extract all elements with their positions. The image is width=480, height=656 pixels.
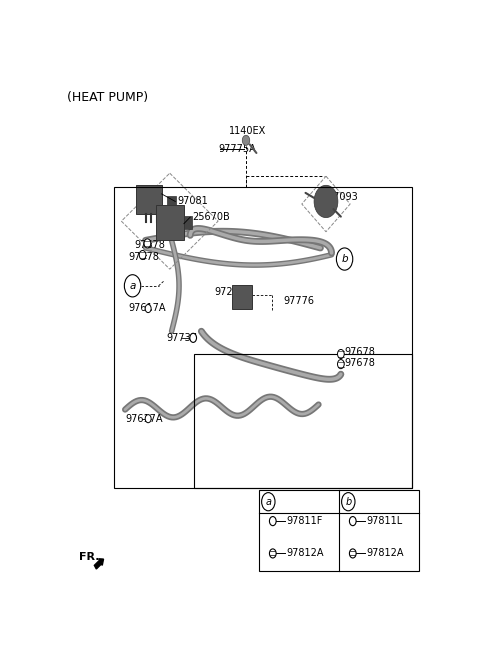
Bar <box>184 216 192 229</box>
Circle shape <box>145 304 151 313</box>
Text: 97678: 97678 <box>134 240 165 250</box>
Circle shape <box>269 516 276 525</box>
Text: 97812A: 97812A <box>366 548 404 558</box>
Circle shape <box>349 516 356 525</box>
Circle shape <box>269 549 276 558</box>
FancyArrow shape <box>95 559 104 569</box>
Text: 25670B: 25670B <box>192 212 230 222</box>
Text: b: b <box>341 254 348 264</box>
Circle shape <box>314 185 338 218</box>
Bar <box>167 196 177 205</box>
Bar <box>156 205 184 240</box>
Circle shape <box>336 248 353 270</box>
Text: 97093: 97093 <box>328 192 359 202</box>
Text: 97775A: 97775A <box>218 144 256 154</box>
Text: 97737: 97737 <box>166 333 197 343</box>
Bar <box>259 491 419 571</box>
Text: 97678: 97678 <box>129 251 160 262</box>
Text: b: b <box>345 497 351 506</box>
Text: 97081: 97081 <box>177 196 208 207</box>
Circle shape <box>242 135 250 146</box>
Circle shape <box>262 493 275 511</box>
Text: 97812A: 97812A <box>286 548 324 558</box>
Circle shape <box>190 333 196 342</box>
Text: 97776: 97776 <box>283 296 314 306</box>
Text: 97678: 97678 <box>345 358 375 368</box>
Text: a: a <box>265 497 271 506</box>
Circle shape <box>342 493 355 511</box>
Circle shape <box>139 251 146 260</box>
Circle shape <box>144 239 151 248</box>
Text: 97811L: 97811L <box>366 516 402 526</box>
Circle shape <box>349 549 356 558</box>
Bar <box>135 185 162 214</box>
Bar <box>232 285 252 309</box>
Bar <box>114 188 411 488</box>
Text: 97617A: 97617A <box>125 414 163 424</box>
Circle shape <box>337 350 344 359</box>
Text: 97811F: 97811F <box>286 516 323 526</box>
Circle shape <box>337 359 344 369</box>
Text: 97252: 97252 <box>215 287 245 297</box>
Text: 97617A: 97617A <box>129 303 166 313</box>
Text: 1140EX: 1140EX <box>229 126 266 136</box>
Text: FR.: FR. <box>79 552 99 562</box>
Circle shape <box>124 275 141 297</box>
Circle shape <box>145 415 151 422</box>
Text: 97678: 97678 <box>345 347 375 357</box>
Bar <box>194 354 411 488</box>
Text: a: a <box>129 281 136 291</box>
Text: (HEAT PUMP): (HEAT PUMP) <box>67 91 149 104</box>
